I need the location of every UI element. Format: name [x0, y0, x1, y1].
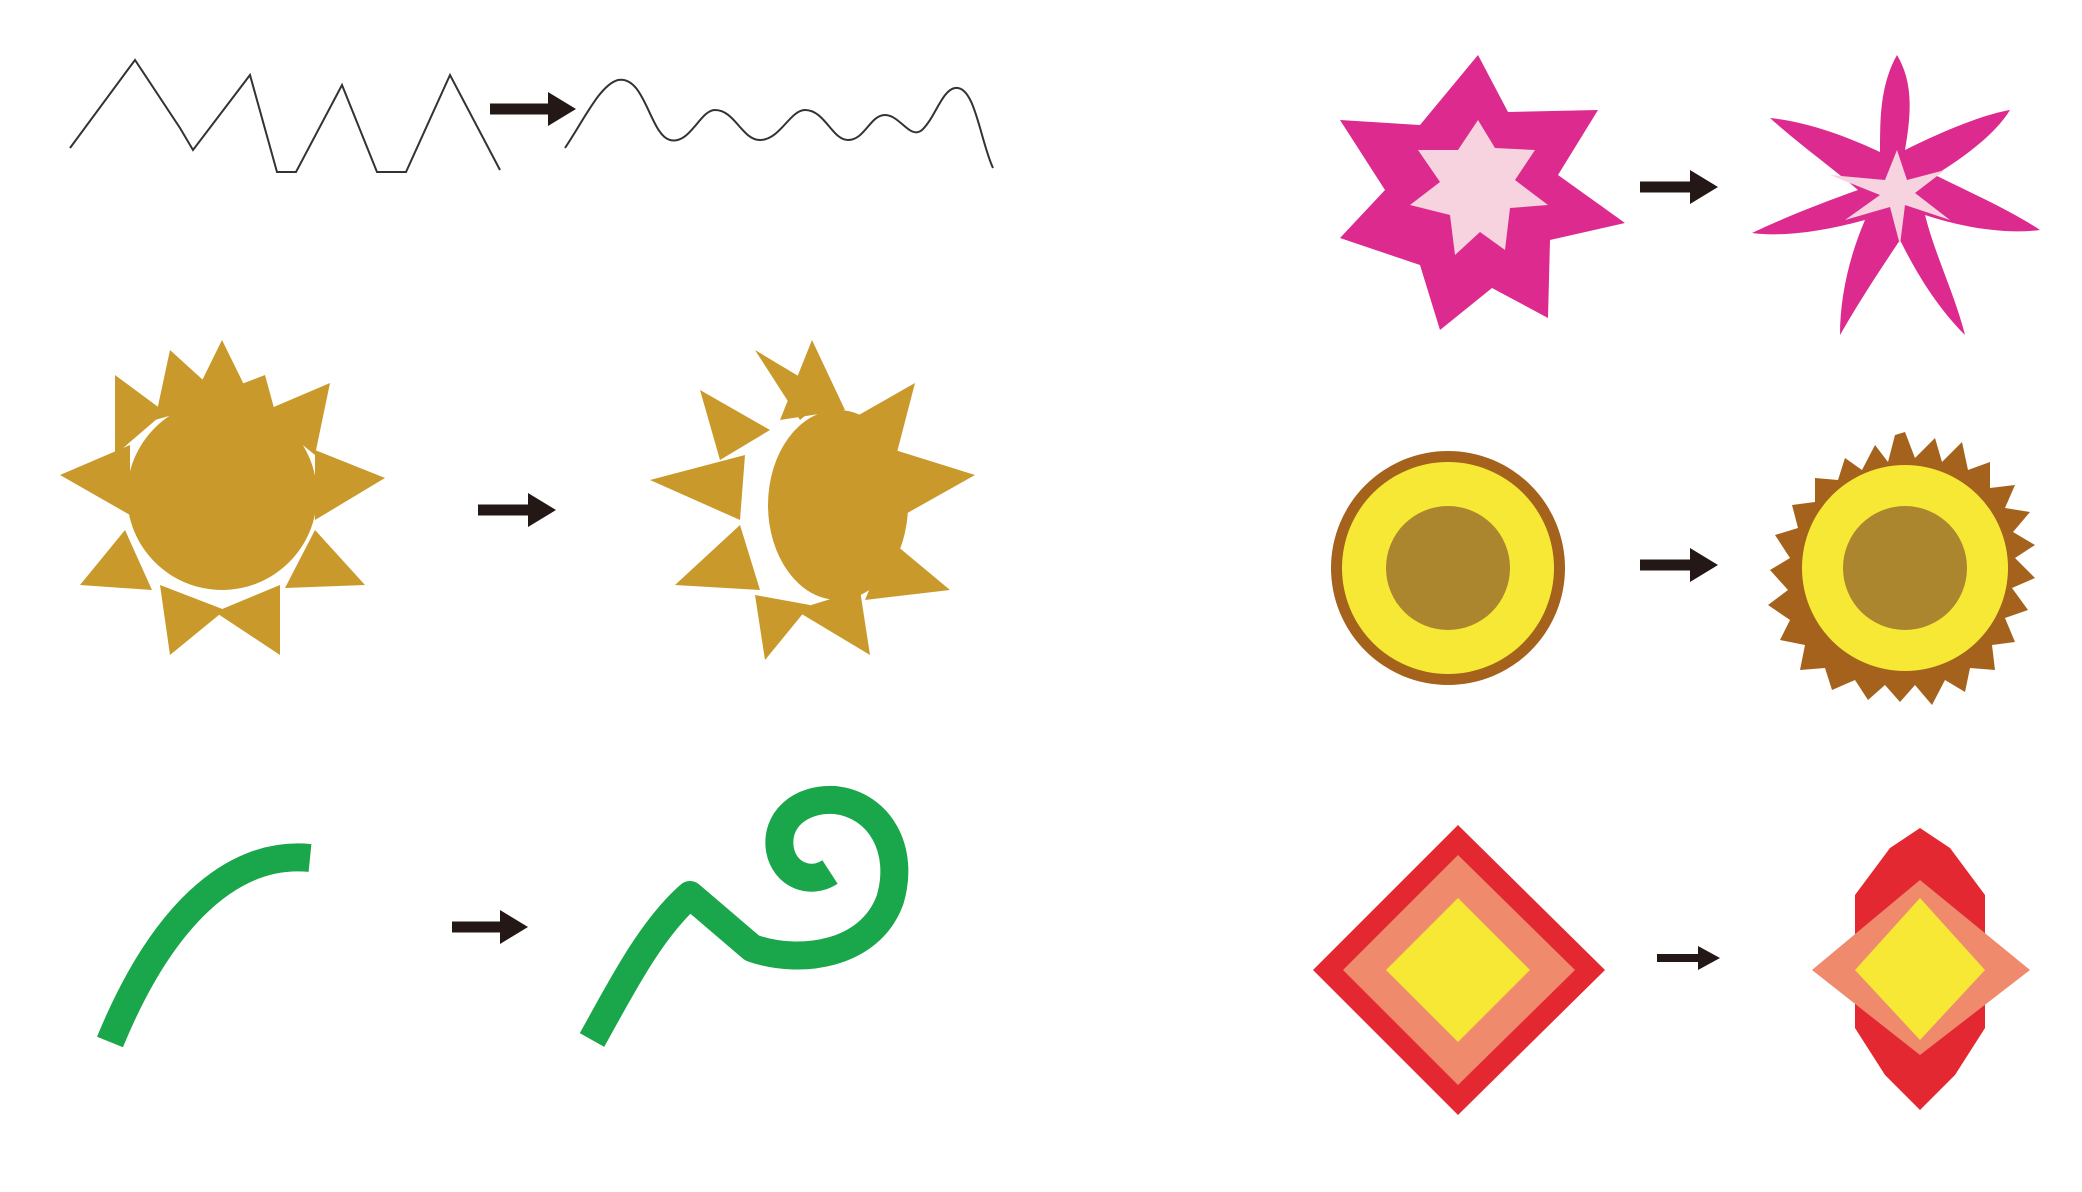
arrow-icon [1657, 946, 1720, 970]
stroke-example [97, 785, 909, 1048]
star-burst-example [1340, 55, 2040, 335]
arrow-icon [490, 92, 576, 126]
wavy-line [564, 78, 994, 169]
squashed-diamond [1812, 828, 2030, 1110]
sun-shape [60, 340, 385, 655]
curved-stroke [97, 843, 312, 1048]
petal-star-inner [1830, 150, 1950, 245]
sun-example [60, 340, 975, 660]
concentric-ring [1331, 451, 1565, 685]
roughened-ring [1768, 432, 2035, 705]
arrow-icon [1640, 548, 1718, 582]
nested-diamond [1313, 825, 1605, 1115]
zigzag-line [69, 58, 501, 173]
ring-example [1331, 432, 2035, 705]
spiral-stroke [579, 785, 909, 1047]
twisted-sun-shape [650, 340, 975, 660]
diamond-example [1313, 825, 2030, 1115]
arrow-icon [452, 910, 528, 944]
arrow-icon [478, 493, 556, 527]
zigzag-example [69, 58, 994, 173]
star-burst-inner [1410, 120, 1548, 255]
arrow-icon [1640, 170, 1718, 204]
